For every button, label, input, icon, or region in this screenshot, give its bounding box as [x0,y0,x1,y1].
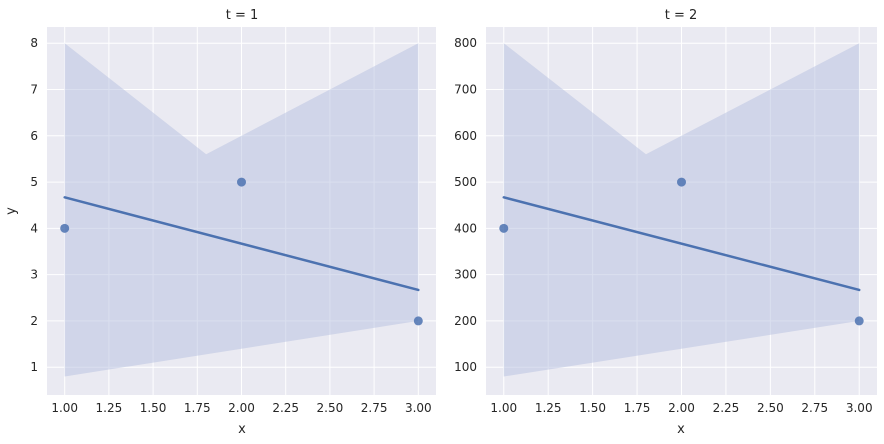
scatter-point [237,177,246,187]
x-tick-label: 1.50 [140,401,167,415]
confidence-band [503,43,860,377]
y-tick-label: 8 [30,36,38,50]
x-axis-label: x [238,422,246,437]
x-tick-label: 2.25 [272,401,299,415]
panel-title: t = 2 [665,8,698,23]
y-tick-label: 300 [454,268,477,282]
y-tick-label: 600 [454,129,477,143]
y-axis-label: y [4,207,19,215]
x-tick-label: 1.00 [51,401,78,415]
panel-title: t = 1 [226,8,259,23]
x-tick-label: 3.00 [846,401,873,415]
x-tick-label: 1.50 [579,401,606,415]
x-tick-label: 2.75 [801,401,828,415]
y-tick-label: 6 [30,129,38,143]
x-tick-label: 3.00 [405,401,432,415]
x-tick-label: 1.00 [490,401,517,415]
x-tick-label: 2.25 [713,401,740,415]
scatter-point [499,223,509,233]
scatter-point [854,316,864,326]
facet-panel-t2: t = 2 x 1.00 1.25 1.50 1.75 2.00 2.25 2.50 2.75… [454,8,877,437]
x-tick-label: 2.00 [668,401,695,415]
plot-area [486,27,877,395]
scatter-point [677,177,686,187]
y-tick-label: 4 [30,221,38,235]
y-tick-label: 2 [30,314,38,328]
regression-line [63,196,420,292]
y-tick-label: 1 [30,360,38,374]
scatter-point [60,223,70,233]
x-tick-label: 1.25 [535,401,562,415]
y-tick-label: 800 [454,36,477,50]
facet-panel-t1: t = 1 x y 1.00 1.25 1.50 1.75 2.00 2.25 2.50 2.… [4,8,436,437]
y-tick-label: 100 [454,360,477,374]
y-tick-label: 7 [30,82,38,96]
x-axis-label: x [677,422,685,437]
x-tick-label: 1.75 [184,401,211,415]
x-tick-label: 2.50 [757,401,784,415]
y-tick-label: 500 [454,175,477,189]
regression-line [502,196,861,292]
y-tick-label: 5 [30,175,38,189]
x-tick-label: 1.25 [96,401,123,415]
y-tick-label: 200 [454,314,477,328]
y-tick-label: 700 [454,82,477,96]
x-tick-label: 2.50 [317,401,344,415]
x-tick-label: 2.00 [228,401,255,415]
scatter-point [413,316,423,326]
plot-area [47,27,436,395]
x-tick-label: 1.75 [624,401,651,415]
y-tick-label: 400 [454,221,477,235]
confidence-band [64,43,419,377]
x-tick-label: 2.75 [361,401,388,415]
y-tick-label: 3 [30,268,38,282]
